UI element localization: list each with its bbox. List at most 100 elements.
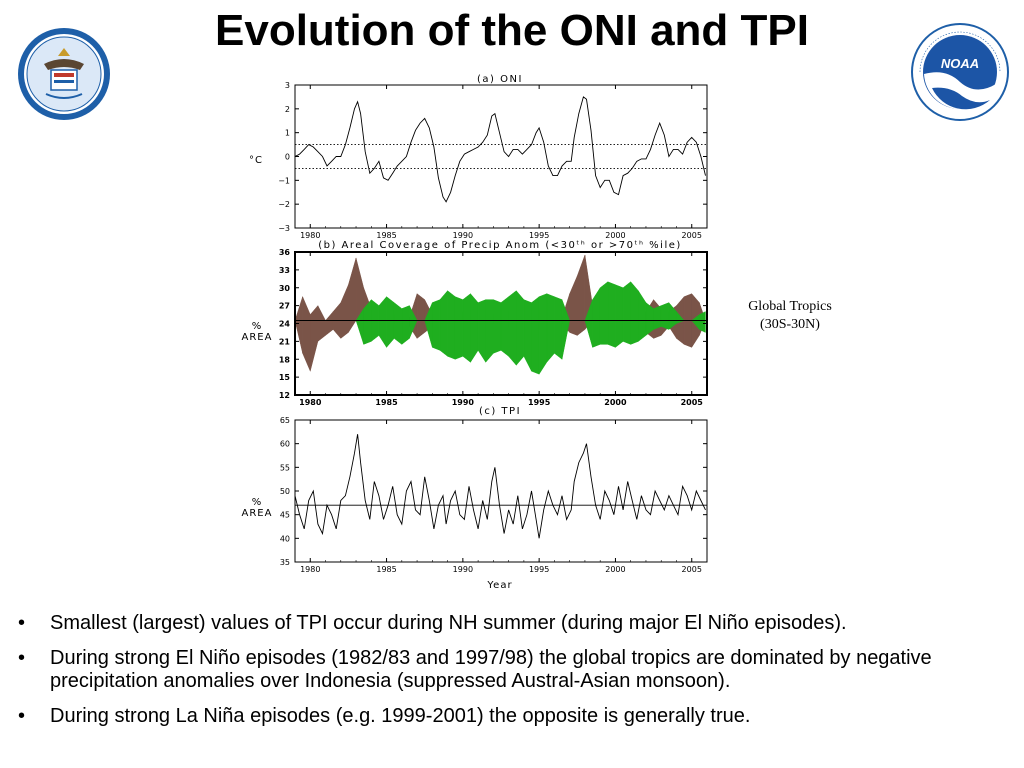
green-area-segment xyxy=(485,299,494,363)
x-tick-label: 2005 xyxy=(682,231,702,240)
green-area-segment xyxy=(393,302,403,345)
x-tick-label: 2000 xyxy=(605,565,625,574)
panel-b-series xyxy=(294,254,707,376)
green-area-segment xyxy=(615,284,624,348)
green-area-segment xyxy=(607,281,616,348)
panel-b-axis: 12 15 18 21 24 27 30 33 36 1980 1985 1990 1995 2000 20… xyxy=(279,248,708,407)
y-tick-label: 35 xyxy=(280,558,290,567)
green-area-segment xyxy=(660,302,670,330)
slide-title: Evolution of the ONI and TPI xyxy=(215,6,809,55)
x-tick-label: 1980 xyxy=(299,398,322,407)
panel-c-ylabel-bottom: AREA xyxy=(242,508,273,519)
panel-c-axis: 35 40 45 50 55 60 65 1980 1985 1990 1995 2000 2005 xyxy=(280,416,708,574)
y-tick-label: 30 xyxy=(279,284,291,293)
x-tick-label: 1995 xyxy=(529,565,549,574)
x-tick-label: 1985 xyxy=(376,231,396,240)
panel-a-series xyxy=(294,96,707,203)
x-tick-label: 1980 xyxy=(300,231,320,240)
green-area-segment xyxy=(477,299,486,364)
bullet-list: • Smallest (largest) values of TPI occur … xyxy=(12,612,1012,740)
y-tick-label: 55 xyxy=(280,463,290,472)
brown-area-segment xyxy=(340,284,349,339)
brown-area-segment xyxy=(416,293,425,339)
green-area-segment xyxy=(622,281,631,345)
green-area-segment xyxy=(516,290,525,366)
x-tick-label: 1995 xyxy=(529,231,549,240)
x-tick-label: 2000 xyxy=(604,398,627,407)
panel-a-ylabel: °C xyxy=(249,155,263,166)
bullet-item: • Smallest (largest) values of TPI occur … xyxy=(12,612,1012,635)
green-area-segment xyxy=(645,302,654,336)
green-area-segment xyxy=(508,290,517,366)
x-tick-label: 1990 xyxy=(453,565,473,574)
y-tick-label: 2 xyxy=(285,105,290,114)
y-tick-label: 0 xyxy=(285,153,290,162)
green-area-segment xyxy=(447,290,456,360)
brown-area-segment xyxy=(348,257,357,334)
y-tick-label: 15 xyxy=(279,373,291,382)
panel-a-axis: −3 −2 −1 0 1 2 3 1980 1985 1990 1995 2000 2005 xyxy=(278,81,708,240)
green-area-segment xyxy=(454,296,464,360)
panel-c-ylabel-top: % xyxy=(252,497,263,508)
x-tick-label: 2000 xyxy=(605,231,625,240)
noaa-logo: NOAA xyxy=(911,23,1009,121)
panel-c-series xyxy=(294,434,707,539)
brown-area-segment xyxy=(325,310,334,336)
brown-area-segment xyxy=(577,254,586,336)
panel-b-ylabel-bottom: AREA xyxy=(242,332,273,343)
y-tick-label: 33 xyxy=(279,266,290,275)
y-tick-label: 12 xyxy=(279,391,290,400)
x-tick-label: 1990 xyxy=(453,231,473,240)
brown-area-segment xyxy=(317,305,326,342)
bullet-dot-icon: • xyxy=(18,647,26,669)
panel-a-title: (a) ONI xyxy=(477,74,523,85)
y-tick-label: −3 xyxy=(278,224,290,233)
brown-area-segment xyxy=(302,296,311,372)
y-tick-label: 36 xyxy=(279,248,291,257)
svg-text:NOAA: NOAA xyxy=(941,56,979,71)
x-tick-label: 1980 xyxy=(300,565,320,574)
green-area-segment xyxy=(386,296,395,349)
green-area-segment xyxy=(462,293,471,363)
bullet-text: Smallest (largest) values of TPI occur d… xyxy=(50,612,847,634)
bullet-item: • During strong El Niño episodes (1982/83… xyxy=(12,647,1012,693)
bullet-dot-icon: • xyxy=(18,612,26,634)
panel-a-oni: (a) ONI °C −3 −2 −1 0 1 2 3 1980 1985 1990 1995 200… xyxy=(249,74,708,240)
oni-series-line xyxy=(294,96,706,203)
department-of-commerce-seal xyxy=(18,28,110,120)
y-tick-label: −2 xyxy=(278,200,290,209)
green-area-segment xyxy=(531,296,540,375)
y-tick-label: 40 xyxy=(280,534,290,543)
panel-b-ylabel-top: % xyxy=(252,321,263,332)
green-area-segment xyxy=(638,289,647,342)
green-area-segment xyxy=(599,281,609,345)
green-area-segment xyxy=(699,311,706,333)
x-tick-label: 2005 xyxy=(681,398,704,407)
y-tick-label: 18 xyxy=(279,355,291,364)
panel-c-tpi: (c) TPI % AREA Year 35 40 45 50 55 60 65 1980 19… xyxy=(242,406,708,591)
panel-c-xlabel: Year xyxy=(486,580,512,591)
y-tick-label: 24 xyxy=(279,320,291,329)
green-area-segment xyxy=(546,293,555,363)
green-area-segment xyxy=(470,293,479,364)
y-tick-label: 3 xyxy=(285,81,290,90)
bullet-text: During strong La Niña episodes (e.g. 199… xyxy=(50,705,751,727)
y-tick-label: 60 xyxy=(280,440,290,449)
green-area-segment xyxy=(592,286,601,348)
green-area-segment xyxy=(401,305,410,345)
panel-a-frame xyxy=(294,84,708,229)
x-tick-label: 2005 xyxy=(682,565,702,574)
y-tick-label: 27 xyxy=(279,302,290,311)
x-tick-label: 1985 xyxy=(375,398,398,407)
tpi-series-line xyxy=(294,434,706,539)
y-tick-label: 50 xyxy=(280,487,290,496)
x-tick-label: 1985 xyxy=(376,565,396,574)
green-area-segment xyxy=(500,296,509,357)
green-area-segment xyxy=(493,299,502,354)
green-area-segment xyxy=(561,299,570,360)
y-tick-label: 1 xyxy=(285,129,290,138)
panel-c-title: (c) TPI xyxy=(479,406,521,417)
bullet-item: • During strong La Niña episodes (e.g. 19… xyxy=(12,705,1012,728)
green-area-segment xyxy=(378,296,387,349)
